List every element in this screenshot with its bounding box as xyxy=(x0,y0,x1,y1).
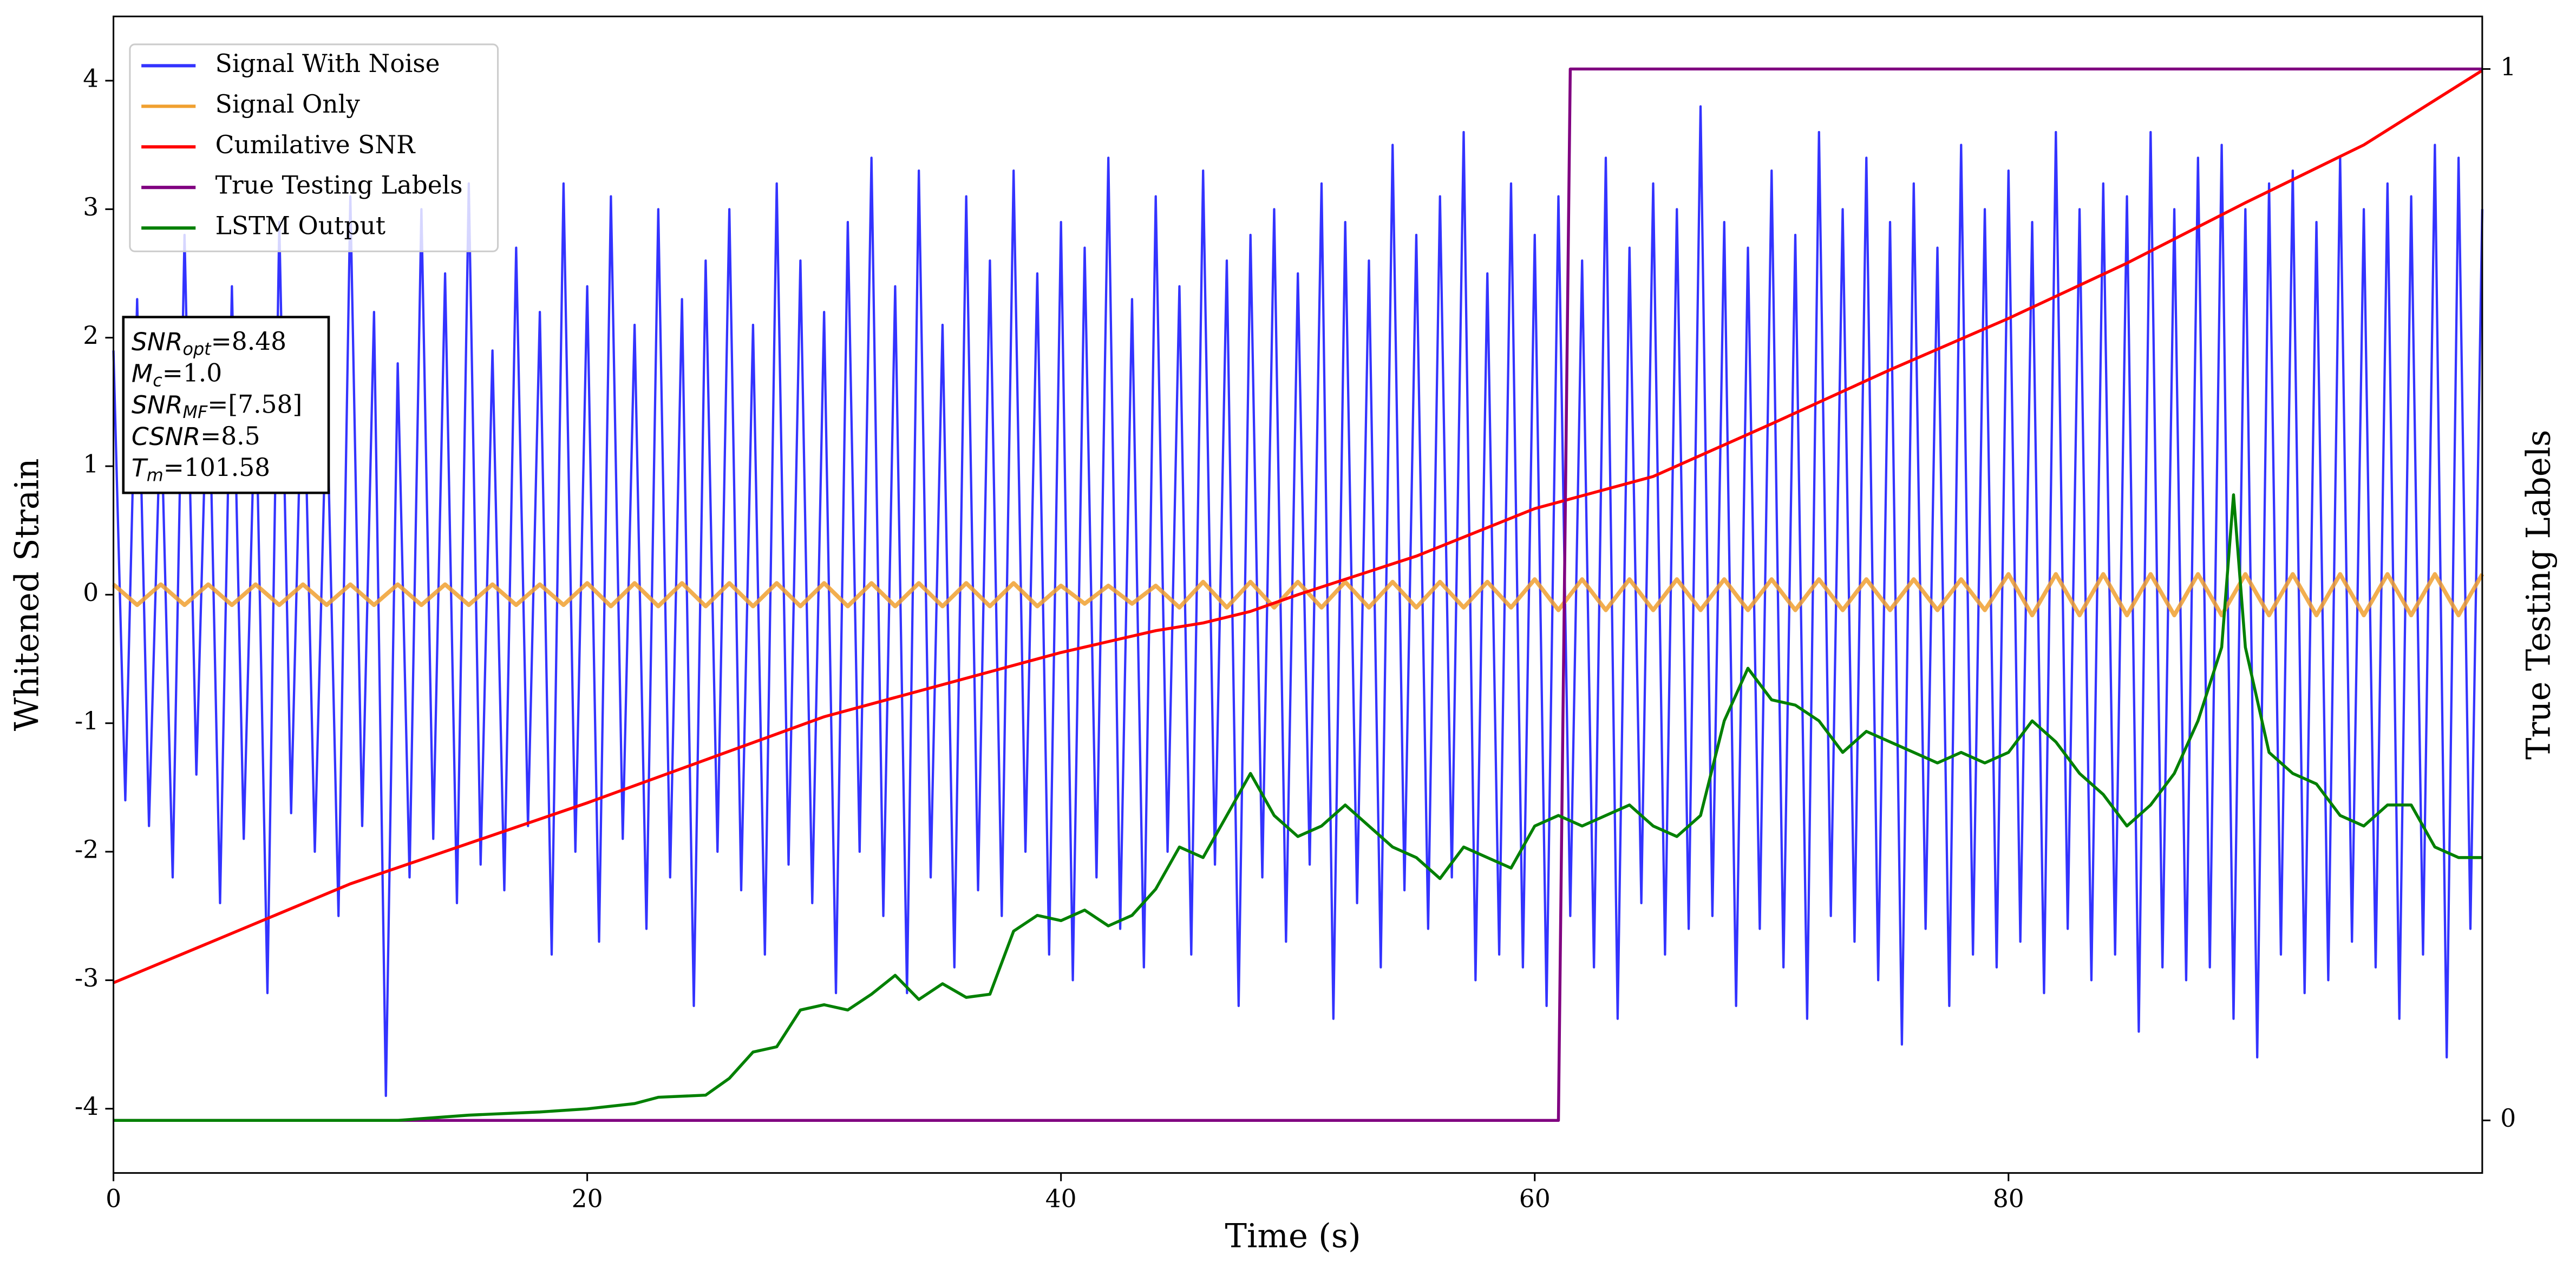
y-tick-label: 3 xyxy=(83,193,99,221)
x-tick-label: 60 xyxy=(1519,1184,1551,1213)
y-tick-label: 2 xyxy=(83,321,99,350)
y-tick-label: -4 xyxy=(75,1092,99,1121)
series-line xyxy=(113,67,2482,1122)
legend-box xyxy=(129,43,499,252)
annotation-main: T xyxy=(132,454,148,482)
annotation-line: SNRopt=8.48 xyxy=(132,327,286,360)
annotation-main: CSNR xyxy=(132,422,200,450)
y2-tick-label: 0 xyxy=(2500,1104,2516,1133)
series-line xyxy=(113,493,2482,1122)
legend-label: Signal With Noise xyxy=(215,49,440,78)
legend-label: Signal Only xyxy=(215,90,360,119)
annotation-line: Tm=101.58 xyxy=(132,453,270,486)
annotation-main: SNR xyxy=(132,328,183,356)
annotation-line: Mc=1.0 xyxy=(132,358,222,391)
y-axis-label: Whitened Strain xyxy=(8,458,46,731)
y-tick-label: -2 xyxy=(75,835,99,864)
annotation-line: SNRMF=[7.58] xyxy=(132,390,302,422)
annotation-rest: =1.0 xyxy=(162,358,222,387)
y-tick-label: 4 xyxy=(83,64,99,93)
x-axis-label: Time (s) xyxy=(1225,1217,1361,1255)
x-tick-label: 0 xyxy=(106,1184,121,1213)
annotation-main: M xyxy=(132,359,153,388)
annotation-rest: =[7.58] xyxy=(207,390,302,419)
annotation-sub: opt xyxy=(182,338,212,359)
y-tick-label: -1 xyxy=(75,707,99,735)
y-tick-label: -3 xyxy=(75,964,99,992)
legend-label: LSTM Output xyxy=(215,212,385,240)
x-tick-label: 20 xyxy=(572,1184,603,1213)
x-tick-label: 40 xyxy=(1045,1184,1077,1213)
y-tick-label: 0 xyxy=(83,578,99,607)
annotation-sub: MF xyxy=(182,402,207,422)
annotation-main: SNR xyxy=(132,390,183,419)
y-tick-label: 1 xyxy=(83,450,99,479)
annotation-sub: c xyxy=(153,370,162,391)
annotation-sub: m xyxy=(147,465,164,485)
annotation-rest: =8.5 xyxy=(200,421,260,450)
legend-label: True Testing Labels xyxy=(215,171,463,200)
series-line xyxy=(112,105,2483,1097)
y2-tick-label: 1 xyxy=(2500,53,2516,81)
annotation-rest: =8.48 xyxy=(211,327,286,356)
annotation-rest: =101.58 xyxy=(164,453,270,482)
y2-axis-label: True Testing Labels xyxy=(2520,430,2558,760)
series-line xyxy=(112,572,2485,618)
annotation-line: CSNR=8.5 xyxy=(132,421,260,450)
annotation-box xyxy=(122,316,330,494)
series-line xyxy=(113,69,2483,984)
x-tick-label: 80 xyxy=(1993,1184,2024,1213)
legend-label: Cumilative SNR xyxy=(215,130,416,159)
